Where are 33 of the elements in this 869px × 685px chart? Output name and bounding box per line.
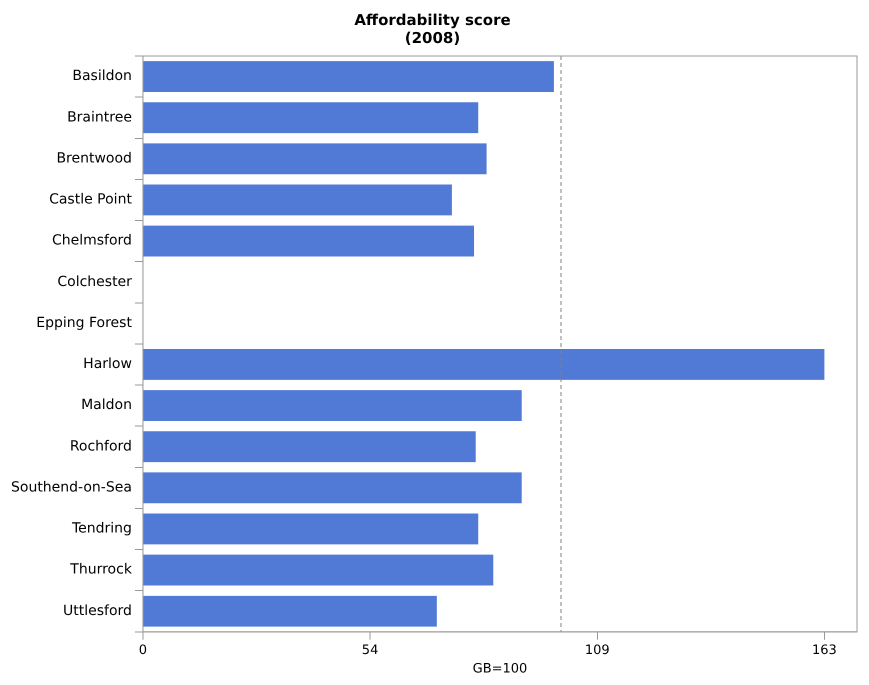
bar <box>143 554 494 586</box>
text: Affordability score <box>354 10 511 29</box>
y-tick-label: Southend-on-Sea <box>10 479 132 496</box>
bar <box>143 349 824 380</box>
x-tick-label: 163 <box>812 642 837 658</box>
bar <box>143 102 478 134</box>
bar <box>143 514 478 544</box>
x-tick-label: 54 <box>362 642 378 658</box>
x-tick-label: 0 <box>138 642 148 658</box>
y-tick-label: Rochford <box>70 438 132 454</box>
y-tick-label: Braintree <box>67 109 132 126</box>
x-tick-label: 109 <box>584 642 610 658</box>
x-axis-title: GB=100 <box>472 662 528 677</box>
y-tick-label: Thurrock <box>69 562 133 578</box>
bar <box>143 472 522 504</box>
y-tick-label: Uttlesford <box>63 602 132 619</box>
y-tick-label: Epping Forest <box>36 314 132 331</box>
y-tick-label: Brentwood <box>56 150 132 166</box>
y-tick-label: Harlow <box>83 356 132 372</box>
bar <box>143 390 522 422</box>
y-tick-label: Maldon <box>81 397 132 414</box>
bar <box>143 143 487 174</box>
bar <box>143 184 452 216</box>
bar <box>143 431 476 462</box>
bar <box>143 226 474 256</box>
text: (2008) <box>404 28 460 47</box>
y-tick-label: Tendring <box>70 520 132 537</box>
y-tick-label: Basildon <box>72 68 132 84</box>
y-tick-label: Chelmsford <box>52 232 132 249</box>
bar <box>143 61 554 92</box>
y-tick-label: Colchester <box>57 274 132 290</box>
bar <box>143 596 437 627</box>
y-tick-label: Castle Point <box>49 192 132 208</box>
